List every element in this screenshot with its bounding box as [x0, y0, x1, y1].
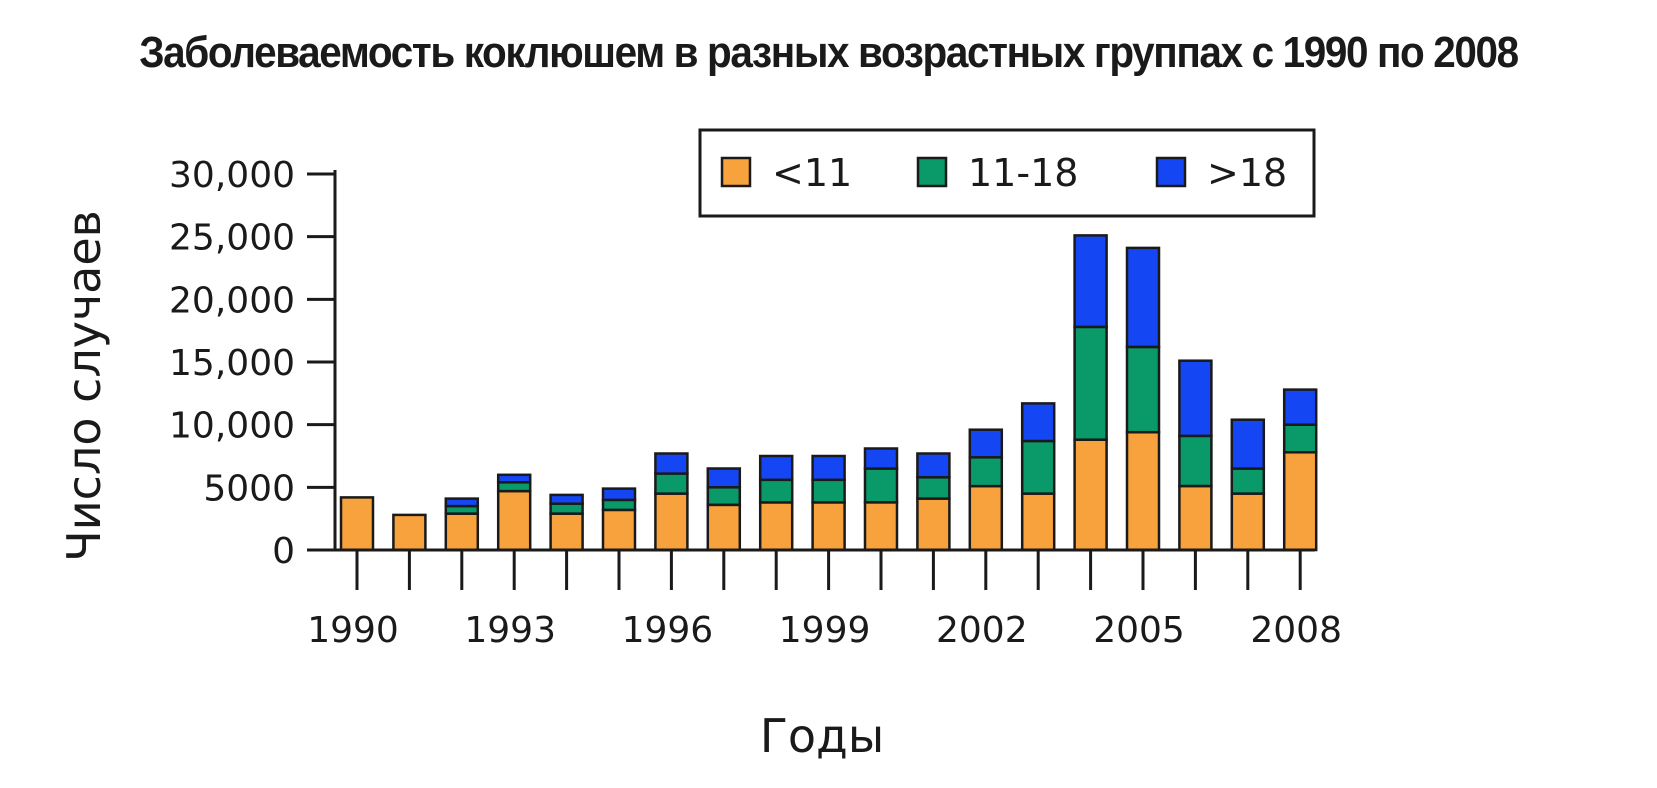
bar-1999-series-2 — [811, 454, 846, 482]
x-axis-label: Годы — [760, 709, 884, 763]
bar-2000-series-0 — [863, 501, 899, 552]
bar-2008-series-1 — [1282, 423, 1318, 454]
bar-2006-series-1 — [1178, 434, 1213, 488]
legend-swatch-1 — [916, 156, 948, 188]
bar-1996-series-0 — [654, 492, 689, 552]
bar-2002-series-2 — [968, 428, 1004, 459]
legend-label-1: 11-18 — [968, 151, 1078, 195]
bar-1992-series-0 — [444, 512, 480, 552]
bar-1998-series-1 — [758, 478, 794, 504]
bar-2000-series-2 — [863, 447, 899, 470]
bar-2003-series-2 — [1020, 402, 1056, 443]
bar-1997-series-0 — [706, 503, 742, 552]
bar-1991-series-0 — [392, 513, 427, 552]
bar-1998-series-2 — [758, 454, 794, 482]
bar-1993-series-2 — [496, 473, 532, 484]
bar-2000-series-1 — [863, 467, 899, 504]
bar-2004-series-1 — [1073, 325, 1108, 441]
bar-2007-series-1 — [1230, 467, 1266, 495]
legend: <11 11-18 >18 — [698, 128, 1316, 218]
bar-1997-series-1 — [706, 486, 742, 507]
bar-1995-series-1 — [601, 498, 637, 512]
bar-1994-series-2 — [549, 493, 584, 505]
y-tick-label: 0 — [272, 531, 295, 572]
bar-2005-series-1 — [1125, 345, 1161, 434]
bar-1996-series-1 — [654, 472, 689, 495]
bar-2002-series-1 — [968, 456, 1004, 488]
legend-label-2: >18 — [1207, 151, 1287, 195]
bar-1994-series-0 — [549, 512, 584, 552]
bar-1997-series-2 — [706, 467, 742, 489]
legend-swatch-2 — [1155, 156, 1187, 188]
bar-1992-series-2 — [444, 497, 480, 508]
bar-2004-series-2 — [1073, 234, 1108, 329]
bar-1998-series-0 — [758, 501, 794, 552]
legend-label-0: <11 — [772, 151, 852, 195]
bar-2006-series-0 — [1178, 484, 1213, 552]
bar-2003-series-1 — [1020, 439, 1056, 495]
bar-1993-series-1 — [496, 481, 532, 493]
y-tick-label: 30,000 — [169, 155, 295, 196]
y-tick-label: 5000 — [203, 468, 295, 509]
legend-box — [698, 128, 1316, 218]
bar-1995-series-2 — [601, 487, 637, 502]
x-tick-label: 1996 — [622, 610, 714, 651]
bar-2001-series-2 — [916, 452, 951, 479]
bar-1993-series-0 — [496, 489, 532, 552]
legend-swatch-0 — [720, 156, 752, 188]
bar-2002-series-0 — [968, 484, 1004, 552]
bars-group — [339, 234, 1318, 552]
bar-2003-series-0 — [1020, 492, 1056, 552]
bar-1994-series-1 — [549, 502, 584, 515]
x-tick-label: 1999 — [779, 610, 871, 651]
bar-1996-series-2 — [654, 452, 689, 475]
bar-2001-series-1 — [916, 476, 951, 500]
bar-2008-series-2 — [1282, 388, 1318, 426]
y-tick-label: 10,000 — [169, 406, 295, 447]
axes-group: 0 5000 10,000 15,000 20,000 25,000 30,000 1990 1… — [169, 155, 1342, 651]
x-tick-label: 2002 — [936, 610, 1028, 651]
bar-2007-series-2 — [1230, 418, 1266, 470]
y-tick-label: 20,000 — [169, 280, 295, 321]
bar-2008-series-0 — [1282, 450, 1318, 552]
bar-2007-series-0 — [1230, 492, 1266, 552]
bar-2001-series-0 — [916, 497, 951, 552]
y-axis-label: Число случаев — [57, 210, 111, 562]
x-tick-label: 1990 — [307, 610, 399, 651]
x-tick-label: 2008 — [1250, 610, 1342, 651]
x-tick-label: 1993 — [464, 610, 556, 651]
y-tick-label: 25,000 — [169, 218, 295, 259]
bar-2004-series-0 — [1073, 438, 1108, 552]
chart-title: Заболеваемость коклюшем в разных возраст… — [139, 28, 1519, 77]
bar-2005-series-0 — [1125, 430, 1161, 552]
bar-2006-series-2 — [1178, 359, 1213, 438]
bar-2005-series-2 — [1125, 246, 1161, 349]
bar-1999-series-0 — [811, 501, 846, 552]
bar-1990-series-0 — [339, 496, 375, 552]
x-tick-label: 2005 — [1093, 610, 1185, 651]
y-tick-label: 15,000 — [169, 343, 295, 384]
bar-1995-series-0 — [601, 508, 637, 552]
bar-1999-series-1 — [811, 478, 846, 504]
